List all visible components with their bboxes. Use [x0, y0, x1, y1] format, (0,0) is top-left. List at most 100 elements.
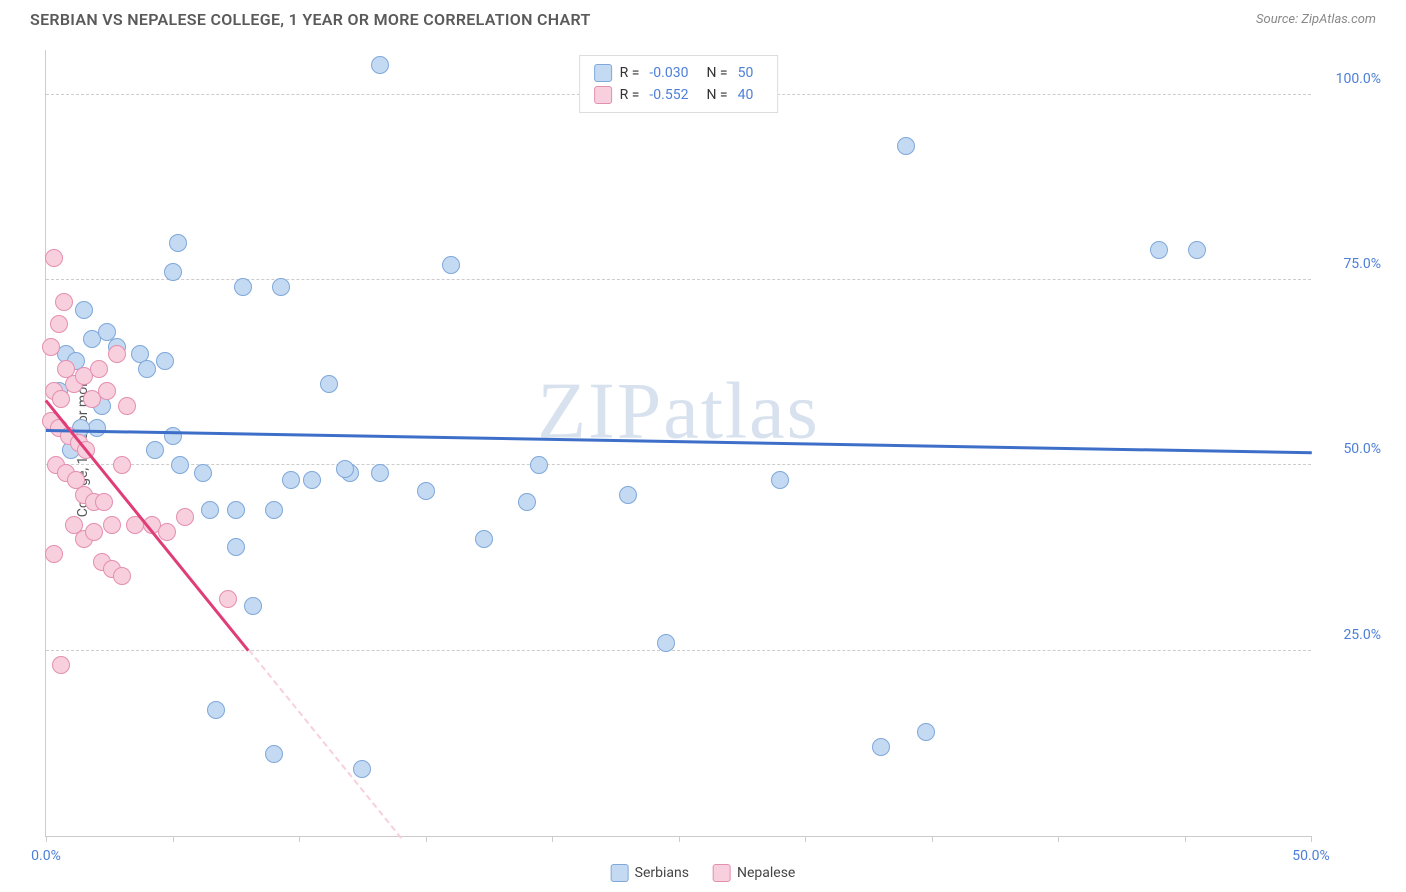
- plot-area: ZIPatlas R =-0.030N =50R =-0.552N =40 25…: [45, 50, 1311, 837]
- data-point: [169, 234, 187, 252]
- x-tick: [46, 836, 47, 842]
- data-point: [55, 293, 73, 311]
- chart-source: Source: ZipAtlas.com: [1256, 12, 1376, 27]
- data-point: [1150, 241, 1168, 259]
- legend-series-item: Nepalese: [713, 864, 795, 882]
- data-point: [85, 523, 103, 541]
- x-tick: [679, 836, 680, 842]
- y-tick-label: 75.0%: [1343, 256, 1381, 272]
- data-point: [657, 634, 675, 652]
- chart-header: SERBIAN VS NEPALESE COLLEGE, 1 YEAR OR M…: [0, 0, 1406, 34]
- data-point: [227, 538, 245, 556]
- data-point: [475, 530, 493, 548]
- data-point: [164, 263, 182, 281]
- data-point: [518, 493, 536, 511]
- x-tick: [1311, 836, 1312, 842]
- data-point: [872, 738, 890, 756]
- gridline: [46, 464, 1311, 465]
- data-point: [917, 723, 935, 741]
- data-point: [118, 397, 136, 415]
- data-point: [442, 256, 460, 274]
- data-point: [52, 656, 70, 674]
- y-tick-label: 50.0%: [1343, 441, 1381, 457]
- x-tick: [805, 836, 806, 842]
- gridline: [46, 650, 1311, 651]
- data-point: [265, 501, 283, 519]
- data-point: [194, 464, 212, 482]
- x-tick: [299, 836, 300, 842]
- data-point: [207, 701, 225, 719]
- data-point: [320, 375, 338, 393]
- x-tick: [552, 836, 553, 842]
- data-point: [45, 545, 63, 563]
- legend-n-value: 50: [738, 65, 754, 81]
- data-point: [176, 508, 194, 526]
- legend-n-label: N =: [706, 87, 727, 103]
- chart-container: ZIPatlas R =-0.030N =50R =-0.552N =40 25…: [45, 50, 1311, 837]
- legend-series-label: Serbians: [635, 865, 689, 881]
- x-tick: [173, 836, 174, 842]
- data-point: [98, 382, 116, 400]
- data-point: [272, 278, 290, 296]
- data-point: [146, 441, 164, 459]
- chart-title: SERBIAN VS NEPALESE COLLEGE, 1 YEAR OR M…: [30, 10, 591, 29]
- data-point: [113, 567, 131, 585]
- data-point: [95, 493, 113, 511]
- trend-line: [248, 650, 401, 839]
- data-point: [244, 597, 262, 615]
- data-point: [50, 315, 68, 333]
- data-point: [336, 460, 354, 478]
- data-point: [371, 464, 389, 482]
- data-point: [417, 482, 435, 500]
- legend-swatch: [594, 86, 612, 104]
- legend-n-value: 40: [738, 87, 754, 103]
- y-tick-label: 100.0%: [1336, 71, 1381, 87]
- trend-line: [46, 429, 1312, 454]
- legend-swatch: [594, 64, 612, 82]
- data-point: [897, 137, 915, 155]
- legend-swatch: [611, 864, 629, 882]
- data-point: [282, 471, 300, 489]
- data-point: [265, 745, 283, 763]
- data-point: [234, 278, 252, 296]
- data-point: [771, 471, 789, 489]
- x-tick: [1185, 836, 1186, 842]
- legend-r-value: -0.552: [649, 87, 688, 103]
- data-point: [156, 352, 174, 370]
- data-point: [42, 338, 60, 356]
- data-point: [158, 523, 176, 541]
- data-point: [171, 456, 189, 474]
- data-point: [75, 301, 93, 319]
- data-point: [113, 456, 131, 474]
- data-point: [138, 360, 156, 378]
- data-point: [108, 345, 126, 363]
- legend-r-label: R =: [620, 65, 640, 81]
- data-point: [353, 760, 371, 778]
- data-point: [371, 56, 389, 74]
- data-point: [164, 427, 182, 445]
- legend-series: Serbians Nepalese: [611, 864, 796, 882]
- legend-correlation-box: R =-0.030N =50R =-0.552N =40: [579, 55, 779, 113]
- legend-n-label: N =: [706, 65, 727, 81]
- x-tick-label: 50.0%: [1292, 848, 1330, 864]
- legend-swatch: [713, 864, 731, 882]
- x-tick: [1058, 836, 1059, 842]
- legend-series-item: Serbians: [611, 864, 689, 882]
- y-tick-label: 25.0%: [1343, 627, 1381, 643]
- x-tick: [932, 836, 933, 842]
- data-point: [90, 360, 108, 378]
- data-point: [1188, 241, 1206, 259]
- data-point: [103, 516, 121, 534]
- data-point: [45, 249, 63, 267]
- legend-stat-row: R =-0.552N =40: [594, 84, 764, 106]
- data-point: [52, 390, 70, 408]
- data-point: [530, 456, 548, 474]
- data-point: [201, 501, 219, 519]
- x-tick: [426, 836, 427, 842]
- data-point: [303, 471, 321, 489]
- gridline: [46, 279, 1311, 280]
- legend-r-value: -0.030: [649, 65, 688, 81]
- data-point: [219, 590, 237, 608]
- x-tick-label: 0.0%: [31, 848, 61, 864]
- legend-series-label: Nepalese: [737, 865, 795, 881]
